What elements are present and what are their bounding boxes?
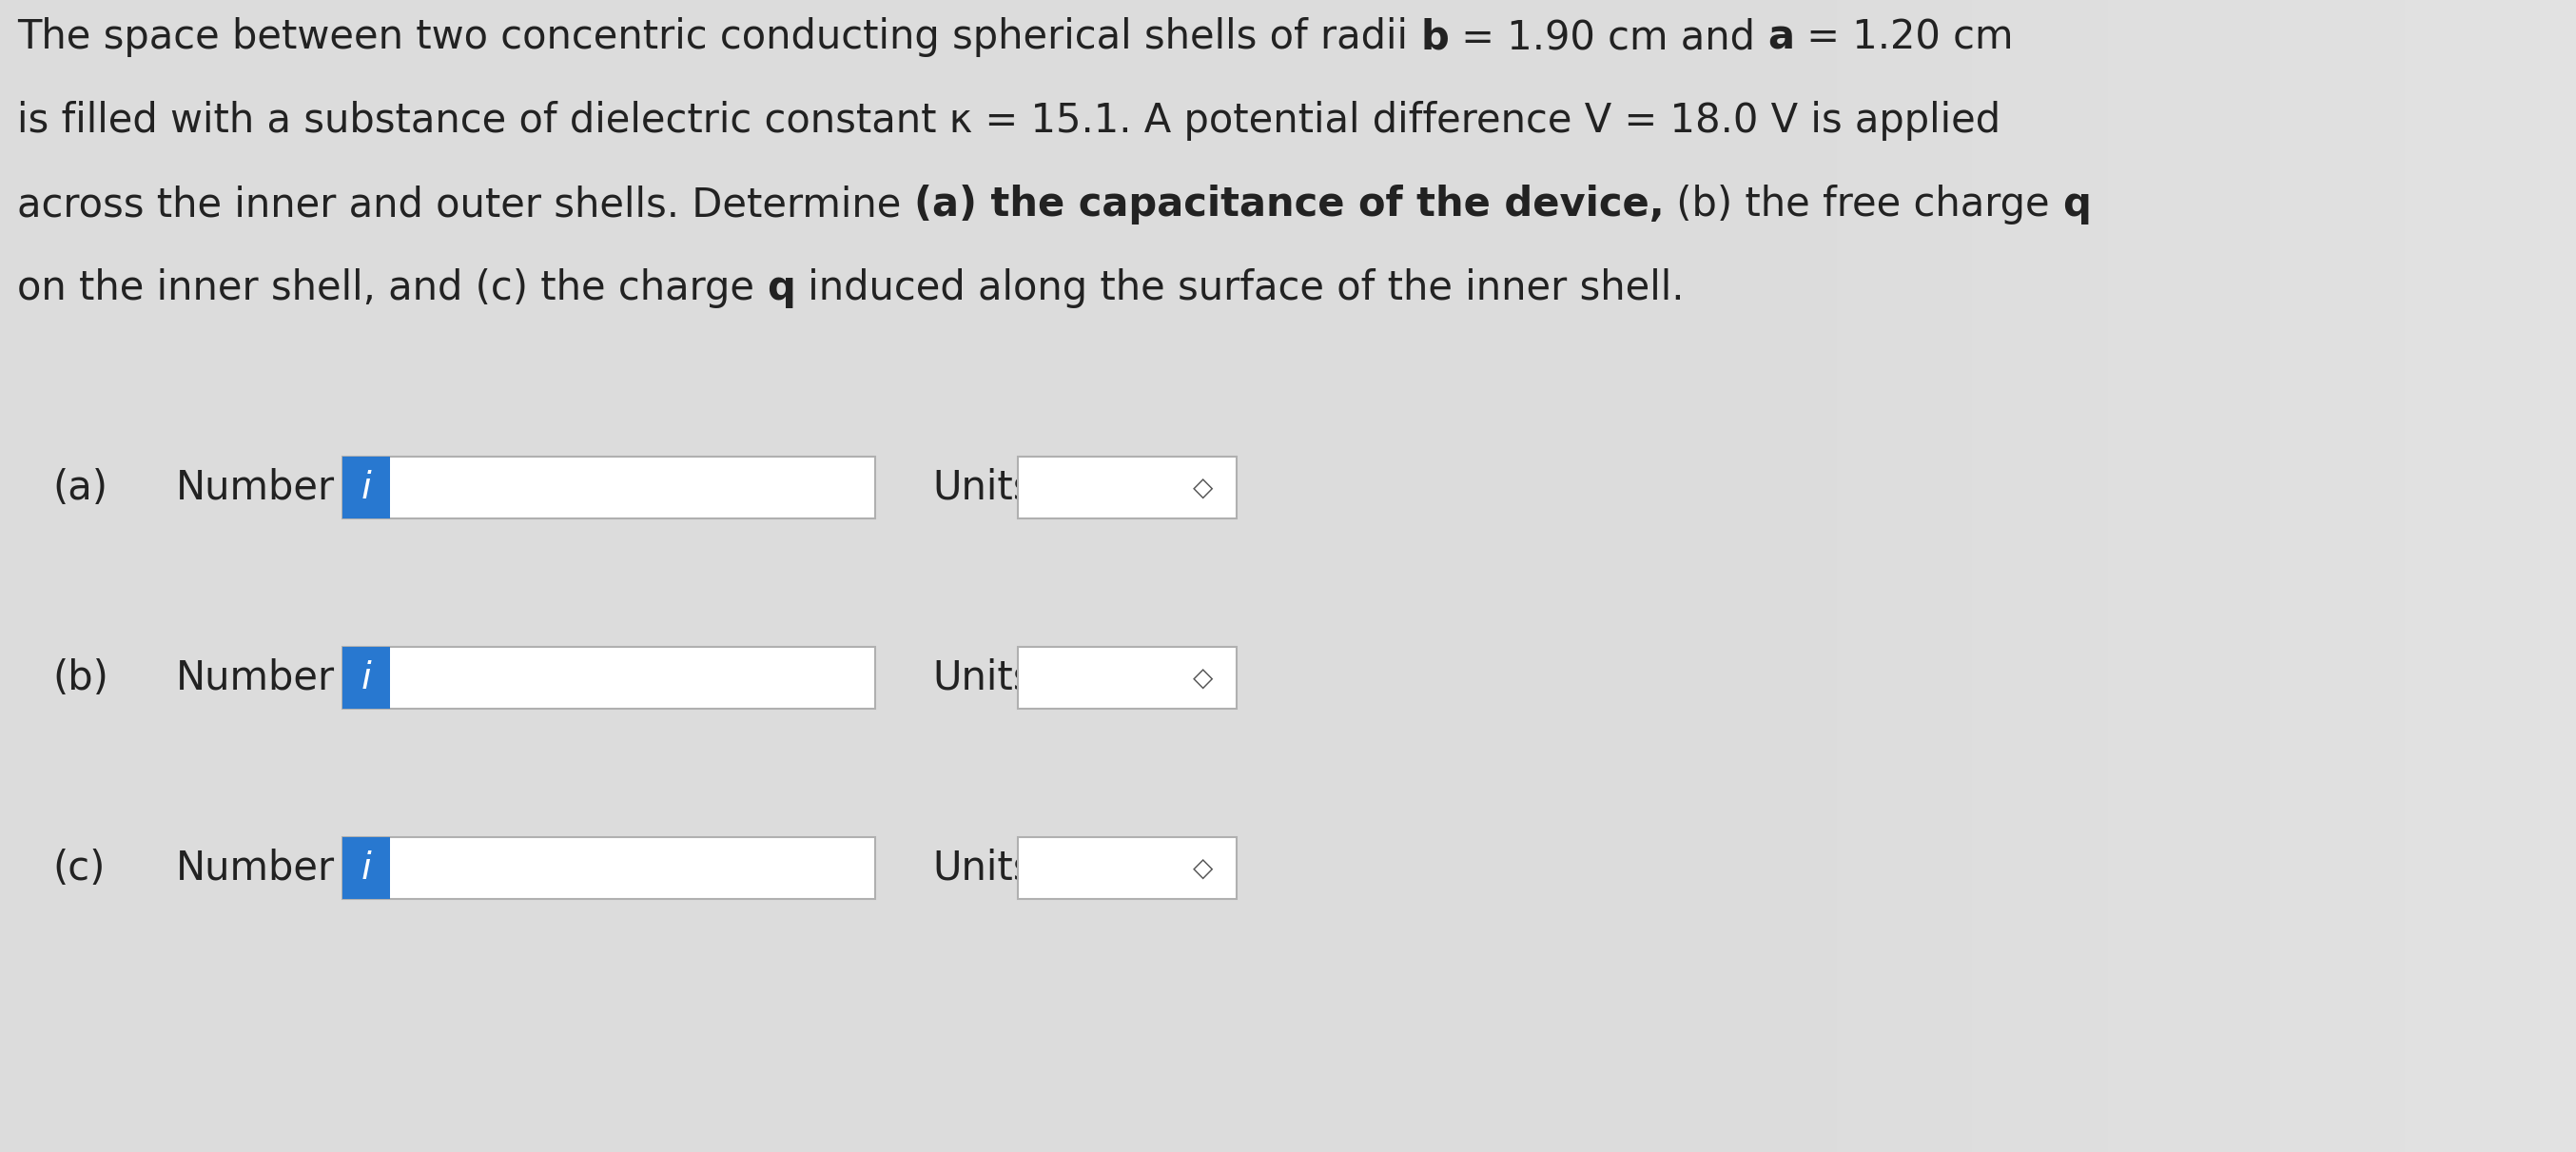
Text: Units: Units — [933, 468, 1033, 508]
Text: ◇: ◇ — [1193, 475, 1213, 501]
Text: a: a — [1767, 17, 1795, 58]
Text: ◇: ◇ — [1193, 855, 1213, 881]
Text: induced along the surface of the inner shell.: induced along the surface of the inner s… — [796, 268, 1685, 309]
Text: Number: Number — [175, 848, 335, 888]
Text: is filled with a substance of dielectric constant κ = 15.1. A potential differen: is filled with a substance of dielectric… — [18, 101, 2002, 141]
Text: q: q — [2063, 184, 2092, 225]
Text: (b) the free charge: (b) the free charge — [1664, 184, 2063, 225]
Text: (a) the capacitance of the device,: (a) the capacitance of the device, — [914, 184, 1664, 225]
Text: q: q — [768, 268, 796, 309]
Bar — [1018, 647, 1236, 708]
Text: on the inner shell, and (c) the charge: on the inner shell, and (c) the charge — [18, 268, 768, 309]
Text: ◇: ◇ — [1193, 665, 1213, 691]
Text: across the inner and outer shells. Determine: across the inner and outer shells. Deter… — [18, 184, 914, 225]
Text: = 1.20 cm: = 1.20 cm — [1795, 17, 2014, 58]
Bar — [1018, 456, 1236, 518]
Text: (a): (a) — [52, 468, 108, 508]
Text: (c): (c) — [52, 848, 106, 888]
Bar — [343, 838, 389, 899]
Text: i: i — [361, 470, 371, 506]
Bar — [343, 838, 876, 899]
Text: i: i — [361, 850, 371, 886]
Text: = 1.90 cm and: = 1.90 cm and — [1448, 17, 1767, 58]
Bar — [1018, 838, 1236, 899]
Text: Units: Units — [933, 848, 1033, 888]
Text: i: i — [361, 660, 371, 696]
Text: Number: Number — [175, 658, 335, 698]
Bar — [343, 456, 876, 518]
Text: b: b — [1419, 17, 1448, 58]
Text: The space between two concentric conducting spherical shells of radii: The space between two concentric conduct… — [18, 17, 1419, 58]
Bar — [343, 647, 876, 708]
Text: Number: Number — [175, 468, 335, 508]
Text: Units: Units — [933, 658, 1033, 698]
Bar — [343, 647, 389, 708]
Text: (b): (b) — [52, 658, 108, 698]
Bar — [343, 456, 389, 518]
